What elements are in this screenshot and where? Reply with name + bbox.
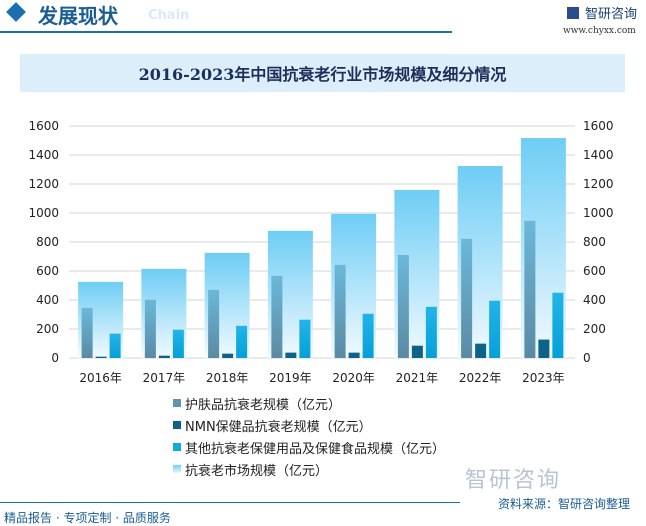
brand-logo-icon (567, 7, 579, 19)
legend-label: 其他抗衰老保健用品及保健食品规模（亿元） (185, 441, 446, 457)
bar-nmn (95, 356, 107, 358)
watermark-logo: 智研咨询 (465, 468, 562, 493)
legend-swatch (173, 399, 181, 407)
y-tick-label-right: 200 (583, 322, 606, 336)
legend-item: 护肤品抗衰老规模（亿元） (173, 392, 445, 414)
bar-nmn (348, 352, 360, 358)
bar-skincare (271, 275, 283, 358)
bar-nmn (222, 353, 234, 358)
y-tick-label-left: 1400 (28, 148, 59, 162)
legend-label: 护肤品抗衰老规模（亿元） (185, 397, 342, 413)
y-tick-label-right: 800 (583, 235, 606, 249)
section-title: 发展现状 (38, 4, 118, 28)
legend-swatch (173, 421, 181, 429)
bar-skincare (144, 299, 156, 358)
bar-nmn (285, 352, 297, 358)
y-tick-label-right: 0 (583, 351, 591, 365)
bar-nmn (411, 345, 423, 358)
legend-label: 抗衰老市场规模（亿元） (185, 463, 329, 479)
x-tick-label: 2016年 (79, 371, 122, 385)
legend-swatch (173, 443, 181, 451)
bar-other-health (299, 319, 311, 358)
footer-slogan: 精品报告 · 专项定制 · 品质服务 (4, 511, 171, 525)
data-source: 资料来源：智研咨询整理 (498, 497, 631, 511)
bar-nmn (538, 339, 550, 358)
y-tick-label-right: 400 (583, 293, 606, 307)
bar-skincare (397, 254, 409, 358)
bar-other-health (236, 325, 248, 358)
x-tick-label: 2019年 (269, 371, 312, 385)
bar-other-health (552, 292, 564, 358)
y-tick-label-right: 1200 (583, 177, 614, 191)
bar-other-health (362, 313, 374, 358)
x-tick-label: 2021年 (396, 371, 439, 385)
x-tick-label: 2023年 (522, 371, 565, 385)
y-tick-label-right: 1600 (583, 119, 614, 133)
bar-other-health (109, 333, 121, 358)
y-tick-label-right: 1400 (583, 148, 614, 162)
bar-skincare (81, 307, 93, 358)
x-tick-label: 2022年 (459, 371, 502, 385)
bar-other-health (489, 300, 501, 358)
bar-nmn (475, 343, 487, 358)
brand-name: 智研咨询 (585, 7, 638, 22)
legend-swatch (173, 465, 181, 473)
bar-nmn (158, 355, 170, 358)
legend: 护肤品抗衰老规模（亿元） NMN保健品抗衰老规模（亿元） 其他抗衰老保健用品及保… (173, 392, 445, 480)
y-tick-label-right: 1000 (583, 206, 614, 220)
footer-divider (0, 502, 460, 503)
bar-skincare (208, 289, 220, 358)
y-tick-label-left: 200 (36, 322, 59, 336)
bar-skincare (461, 238, 473, 358)
bar-skincare (334, 264, 346, 358)
section-ghost-text: Chain (148, 8, 190, 23)
y-tick-label-left: 1200 (28, 177, 59, 191)
brand-logo: 智研咨询 (567, 3, 637, 22)
legend-item: 其他抗衰老保健用品及保健食品规模（亿元） (173, 436, 445, 458)
legend-item: NMN保健品抗衰老规模（亿元） (173, 414, 445, 436)
legend-item: 抗衰老市场规模（亿元） (173, 458, 445, 480)
y-tick-label-left: 400 (36, 293, 59, 307)
y-tick-label-left: 800 (36, 235, 59, 249)
header-divider (0, 31, 452, 33)
y-tick-label-right: 600 (583, 264, 606, 278)
x-tick-label: 2020年 (332, 371, 375, 385)
bar-other-health (425, 306, 437, 358)
bar-skincare (524, 220, 536, 358)
brand-url: www.chyxx.com (563, 26, 636, 36)
legend-label: NMN保健品抗衰老规模（亿元） (185, 419, 372, 435)
y-tick-label-left: 1600 (28, 119, 59, 133)
bar-other-health (172, 329, 184, 358)
y-tick-label-left: 600 (36, 264, 59, 278)
y-tick-label-left: 1000 (28, 206, 59, 220)
chart-title: 2016-2023年中国抗衰老行业市场规模及细分情况 (20, 54, 625, 92)
y-tick-label-left: 0 (51, 351, 59, 365)
x-tick-label: 2018年 (206, 371, 249, 385)
x-tick-label: 2017年 (143, 371, 186, 385)
